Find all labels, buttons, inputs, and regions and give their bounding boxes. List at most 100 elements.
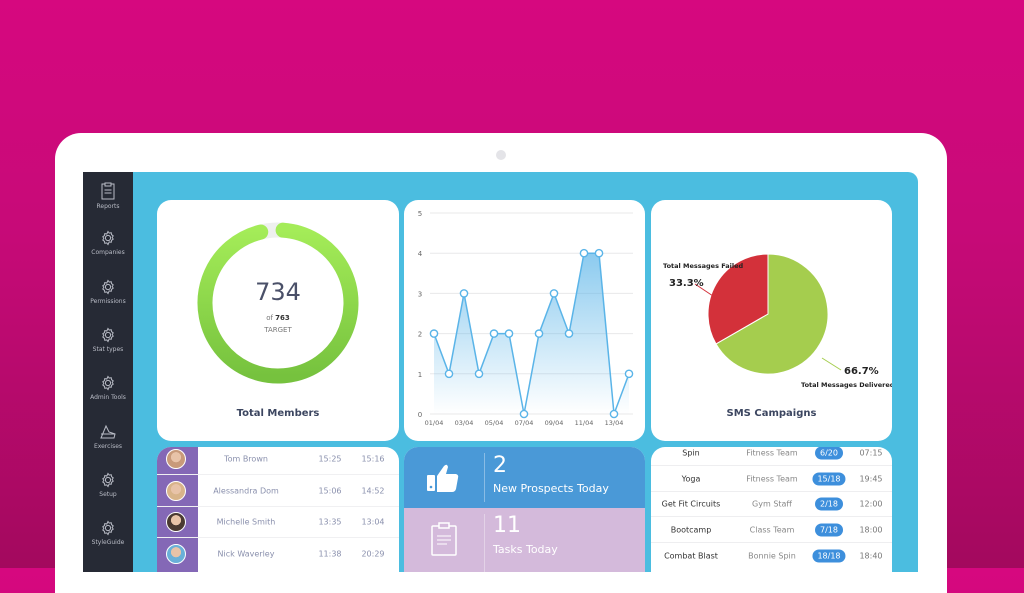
sidebar-item-exercises[interactable]: Exercises bbox=[83, 424, 133, 450]
clipboard-icon bbox=[83, 182, 133, 200]
gear-icon bbox=[83, 279, 133, 295]
people-card: Tom Brown 15:25 15:16 Alessandra Dom 15:06 14… bbox=[157, 447, 399, 572]
total-members-card: 734 of 763 TARGET Total Members bbox=[157, 200, 399, 441]
class-row[interactable]: Yoga Fitness Team 15/18 19:45 bbox=[651, 467, 892, 492]
data-point[interactable] bbox=[624, 369, 634, 379]
sidebar-item-reports[interactable]: Reports bbox=[83, 182, 133, 210]
class-name: Get Fit Circuits bbox=[661, 499, 721, 509]
class-row[interactable]: Bootcamp Class Team 7/18 18:00 bbox=[651, 518, 892, 543]
tasks-value: 11 bbox=[493, 513, 521, 538]
time-in: 11:38 bbox=[318, 549, 342, 559]
prospects-label: New Prospects Today bbox=[493, 482, 609, 495]
y-tick-label: 4 bbox=[418, 250, 423, 258]
sidebar-item-label: StyleGuide bbox=[91, 539, 125, 547]
data-point[interactable] bbox=[519, 409, 529, 419]
pie-chart: Total Messages Failed 33.3% 66.7% Total Mes… bbox=[663, 253, 892, 389]
class-name: Spin bbox=[682, 448, 700, 458]
person-row[interactable]: Tom Brown 15:25 15:16 bbox=[157, 447, 399, 475]
class-name: Bootcamp bbox=[670, 525, 712, 535]
class-row[interactable]: Combat Blast Bonnie Spin 18/18 18:40 bbox=[651, 543, 892, 568]
class-team: Bonnie Spin bbox=[748, 551, 796, 561]
person-name: Tom Brown bbox=[224, 454, 268, 464]
sidebar-item-admin-tools[interactable]: Admin Tools bbox=[83, 375, 133, 401]
line-chart-card: 0 1 2 3 4 5 01/04 03/04 05/04 07/04 09/04 11/04 13/0… bbox=[404, 200, 645, 441]
class-team: Class Team bbox=[749, 525, 795, 535]
class-row[interactable]: Get Fit Circuits Gym Staff 2/18 12:00 bbox=[651, 492, 892, 518]
sidebar-item-label: Stat types bbox=[92, 345, 124, 353]
time-out: 20:29 bbox=[361, 549, 385, 559]
data-point[interactable] bbox=[579, 248, 589, 258]
sidebar-item-label: Permissions bbox=[90, 297, 126, 305]
data-point[interactable] bbox=[504, 329, 514, 338]
classes-card: Spin Fitness Team 6/20 07:15 Yoga Fitness Tea… bbox=[651, 447, 892, 572]
failed-percent: 33.3% bbox=[669, 278, 704, 289]
x-tick-label: 01/04 bbox=[425, 419, 444, 427]
person-name: Alessandra Dom bbox=[213, 486, 279, 495]
failed-label: Total Messages Failed bbox=[663, 262, 744, 270]
data-point[interactable] bbox=[594, 248, 604, 258]
camera bbox=[496, 150, 506, 160]
avatar bbox=[166, 544, 186, 564]
gear-icon bbox=[83, 472, 133, 488]
thumbs-up-icon bbox=[427, 464, 459, 492]
sidebar-item-setup[interactable]: Setup bbox=[83, 472, 133, 498]
class-team: Fitness Team bbox=[746, 474, 798, 484]
person-row[interactable]: Nick Waverley 11:38 20:29 bbox=[157, 539, 399, 570]
target-label: TARGET bbox=[264, 326, 292, 334]
x-tick-label: 03/04 bbox=[455, 419, 474, 427]
donut-progress bbox=[197, 222, 359, 384]
sidebar-item-styleguide[interactable]: StyleGuide bbox=[83, 520, 133, 546]
x-tick-label: 09/04 bbox=[545, 419, 564, 427]
sidebar-item-stat-types[interactable]: Stat types bbox=[83, 327, 133, 353]
x-tick-label: 11/04 bbox=[575, 419, 594, 427]
gear-icon bbox=[83, 327, 133, 343]
members-target: of 763 bbox=[157, 314, 399, 322]
person-row[interactable]: Michelle Smith 13:35 13:04 bbox=[157, 507, 399, 538]
prospects-stat[interactable]: 2 New Prospects Today bbox=[404, 447, 645, 508]
tasks-label: Tasks Today bbox=[493, 543, 558, 556]
failed-leader-line bbox=[694, 283, 720, 301]
gear-icon bbox=[83, 520, 133, 536]
data-point[interactable] bbox=[474, 369, 484, 379]
class-time: 12:00 bbox=[859, 499, 883, 509]
booking-badge: 18/18 bbox=[812, 549, 846, 563]
sidebar-item-companies[interactable]: Companies bbox=[83, 230, 133, 256]
of-label: of bbox=[266, 314, 273, 322]
line-chart: 0 1 2 3 4 5 01/04 03/04 05/04 07/04 09/04 11/04 13/0… bbox=[418, 210, 634, 427]
x-tick-label: 07/04 bbox=[515, 419, 534, 427]
time-in: 13:35 bbox=[318, 517, 342, 527]
avatar bbox=[166, 512, 186, 532]
booking-badge: 7/18 bbox=[815, 523, 843, 537]
data-point[interactable] bbox=[549, 289, 559, 298]
prospects-value: 2 bbox=[493, 453, 507, 478]
data-point[interactable] bbox=[459, 289, 469, 298]
data-point[interactable] bbox=[444, 369, 454, 379]
class-time: 07:15 bbox=[859, 448, 883, 458]
class-row[interactable]: Spin Fitness Team 6/20 07:15 bbox=[651, 447, 892, 466]
person-name: Nick Waverley bbox=[217, 549, 275, 559]
person-row[interactable]: Alessandra Dom 15:06 14:52 bbox=[157, 476, 399, 507]
weight-icon bbox=[83, 424, 133, 440]
data-point[interactable] bbox=[609, 409, 619, 419]
stats-card: 2 New Prospects Today 11 Tasks Today bbox=[404, 447, 645, 572]
gear-icon bbox=[83, 375, 133, 391]
pie-slice-failed[interactable] bbox=[707, 253, 769, 345]
class-time: 19:45 bbox=[859, 474, 883, 484]
x-tick-label: 05/04 bbox=[485, 419, 504, 427]
booking-badge: 6/20 bbox=[815, 447, 843, 460]
data-point[interactable] bbox=[489, 329, 499, 338]
gear-icon bbox=[83, 230, 133, 246]
class-time: 18:40 bbox=[859, 551, 883, 561]
data-point[interactable] bbox=[429, 329, 439, 338]
data-point[interactable] bbox=[534, 329, 544, 338]
booking-badge: 15/18 bbox=[812, 472, 846, 486]
time-out: 13:04 bbox=[361, 517, 385, 527]
pie-slice-delivered[interactable] bbox=[715, 253, 829, 375]
booking-badge: 2/18 bbox=[815, 497, 843, 511]
x-tick-label: 13/04 bbox=[605, 419, 624, 427]
sidebar-item-permissions[interactable]: Permissions bbox=[83, 279, 133, 305]
y-tick-label: 1 bbox=[418, 371, 422, 379]
data-point[interactable] bbox=[564, 329, 574, 338]
tasks-stat[interactable]: 11 Tasks Today bbox=[404, 508, 645, 572]
time-in: 15:25 bbox=[318, 454, 342, 464]
